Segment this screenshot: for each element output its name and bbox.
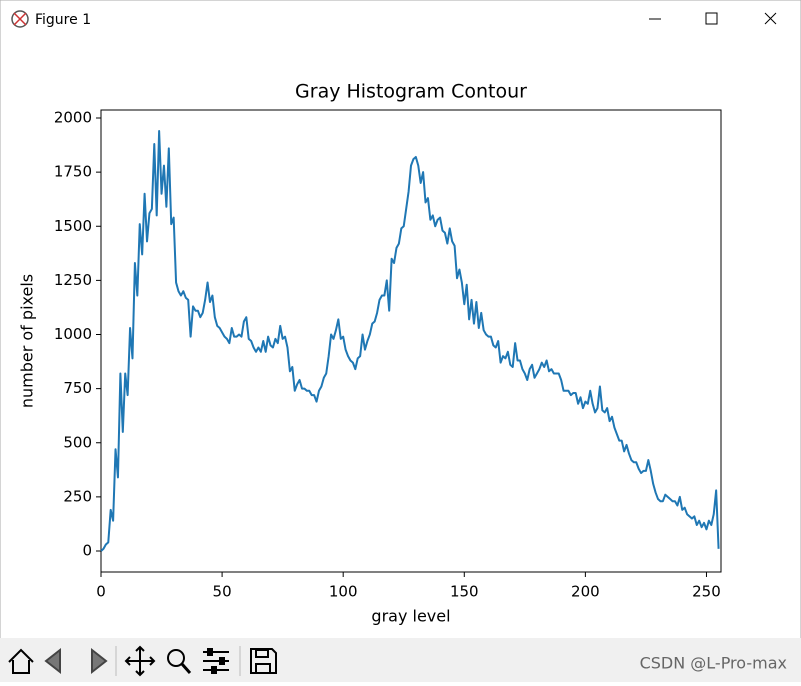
chart-title: Gray Histogram Contour xyxy=(295,81,527,103)
zoom-button[interactable] xyxy=(167,649,192,674)
window-title: Figure 1 xyxy=(35,12,91,28)
y-tick-label: 1250 xyxy=(54,271,92,289)
close-button[interactable] xyxy=(764,12,777,25)
x-axis-label: gray level xyxy=(371,607,450,626)
data-line xyxy=(100,130,720,552)
y-tick-label: 1500 xyxy=(54,217,92,235)
y-axis-label: number of pixels xyxy=(18,274,37,408)
configure-button[interactable] xyxy=(203,648,229,674)
pan-button[interactable] xyxy=(124,645,156,677)
watermark: CSDN @L-Pro-max xyxy=(640,654,787,673)
app-icon xyxy=(11,10,29,28)
plot: 0 50 100 150 200 250 0 250 500 750 1000 1250 1500 175… xyxy=(54,109,721,601)
y-tick-label: 1750 xyxy=(54,163,92,181)
x-tick-label: 150 xyxy=(450,583,479,601)
home-button[interactable] xyxy=(8,648,34,674)
y-tick-label: 0 xyxy=(82,542,92,560)
axes-frame xyxy=(100,109,722,573)
x-tick-label: 200 xyxy=(571,583,600,601)
y-tick-label: 500 xyxy=(63,433,92,451)
back-button[interactable] xyxy=(44,647,61,675)
save-button[interactable] xyxy=(250,648,277,674)
maximize-button[interactable] xyxy=(705,12,718,25)
x-tick-label: 250 xyxy=(692,583,721,601)
y-tick-label: 2000 xyxy=(54,109,92,127)
x-tick-label: 0 xyxy=(96,583,106,601)
y-tick-label: 750 xyxy=(63,379,92,397)
x-tick-label: 50 xyxy=(213,583,232,601)
y-tick-label: 1000 xyxy=(54,325,92,343)
y-tick-label: 250 xyxy=(63,487,92,505)
x-tick-label: 100 xyxy=(329,583,358,601)
forward-button[interactable] xyxy=(91,647,108,675)
